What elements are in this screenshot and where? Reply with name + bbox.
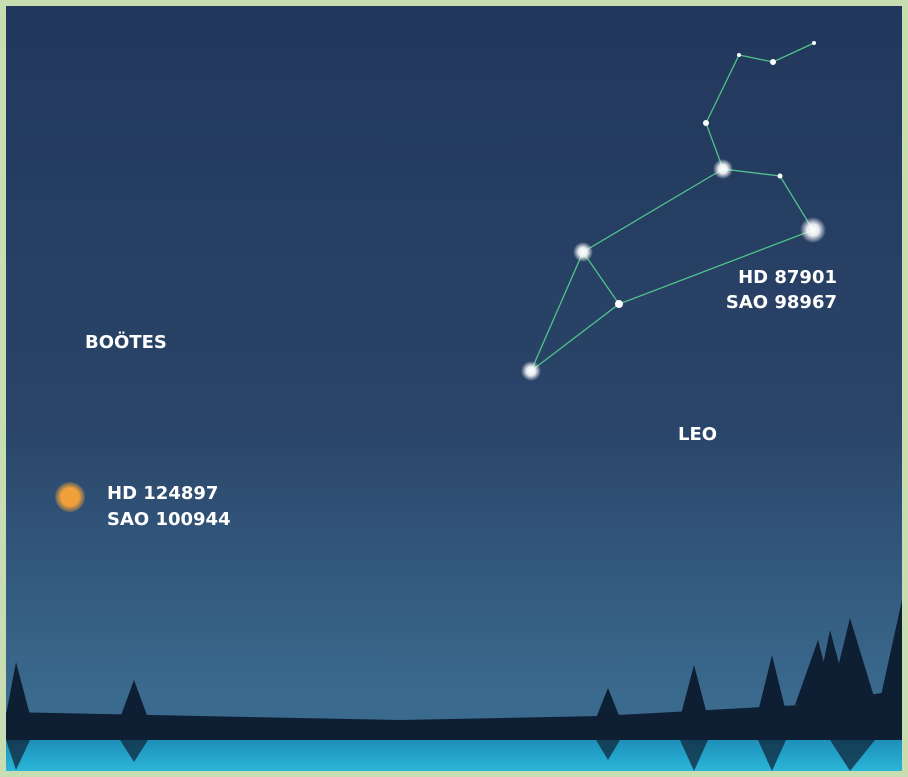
- sky: [6, 6, 902, 771]
- water: [6, 740, 902, 771]
- stars: [55, 41, 826, 512]
- star-label: HD 124897: [107, 483, 218, 504]
- star-label: HD 87901: [738, 267, 837, 288]
- constellation-label: LEO: [678, 424, 717, 445]
- star-label: SAO 98967: [726, 292, 837, 313]
- star-label: SAO 100944: [107, 509, 231, 530]
- tree-silhouettes: [6, 600, 902, 740]
- reflections: [6, 740, 875, 771]
- constellation-label: BOÖTES: [85, 331, 167, 353]
